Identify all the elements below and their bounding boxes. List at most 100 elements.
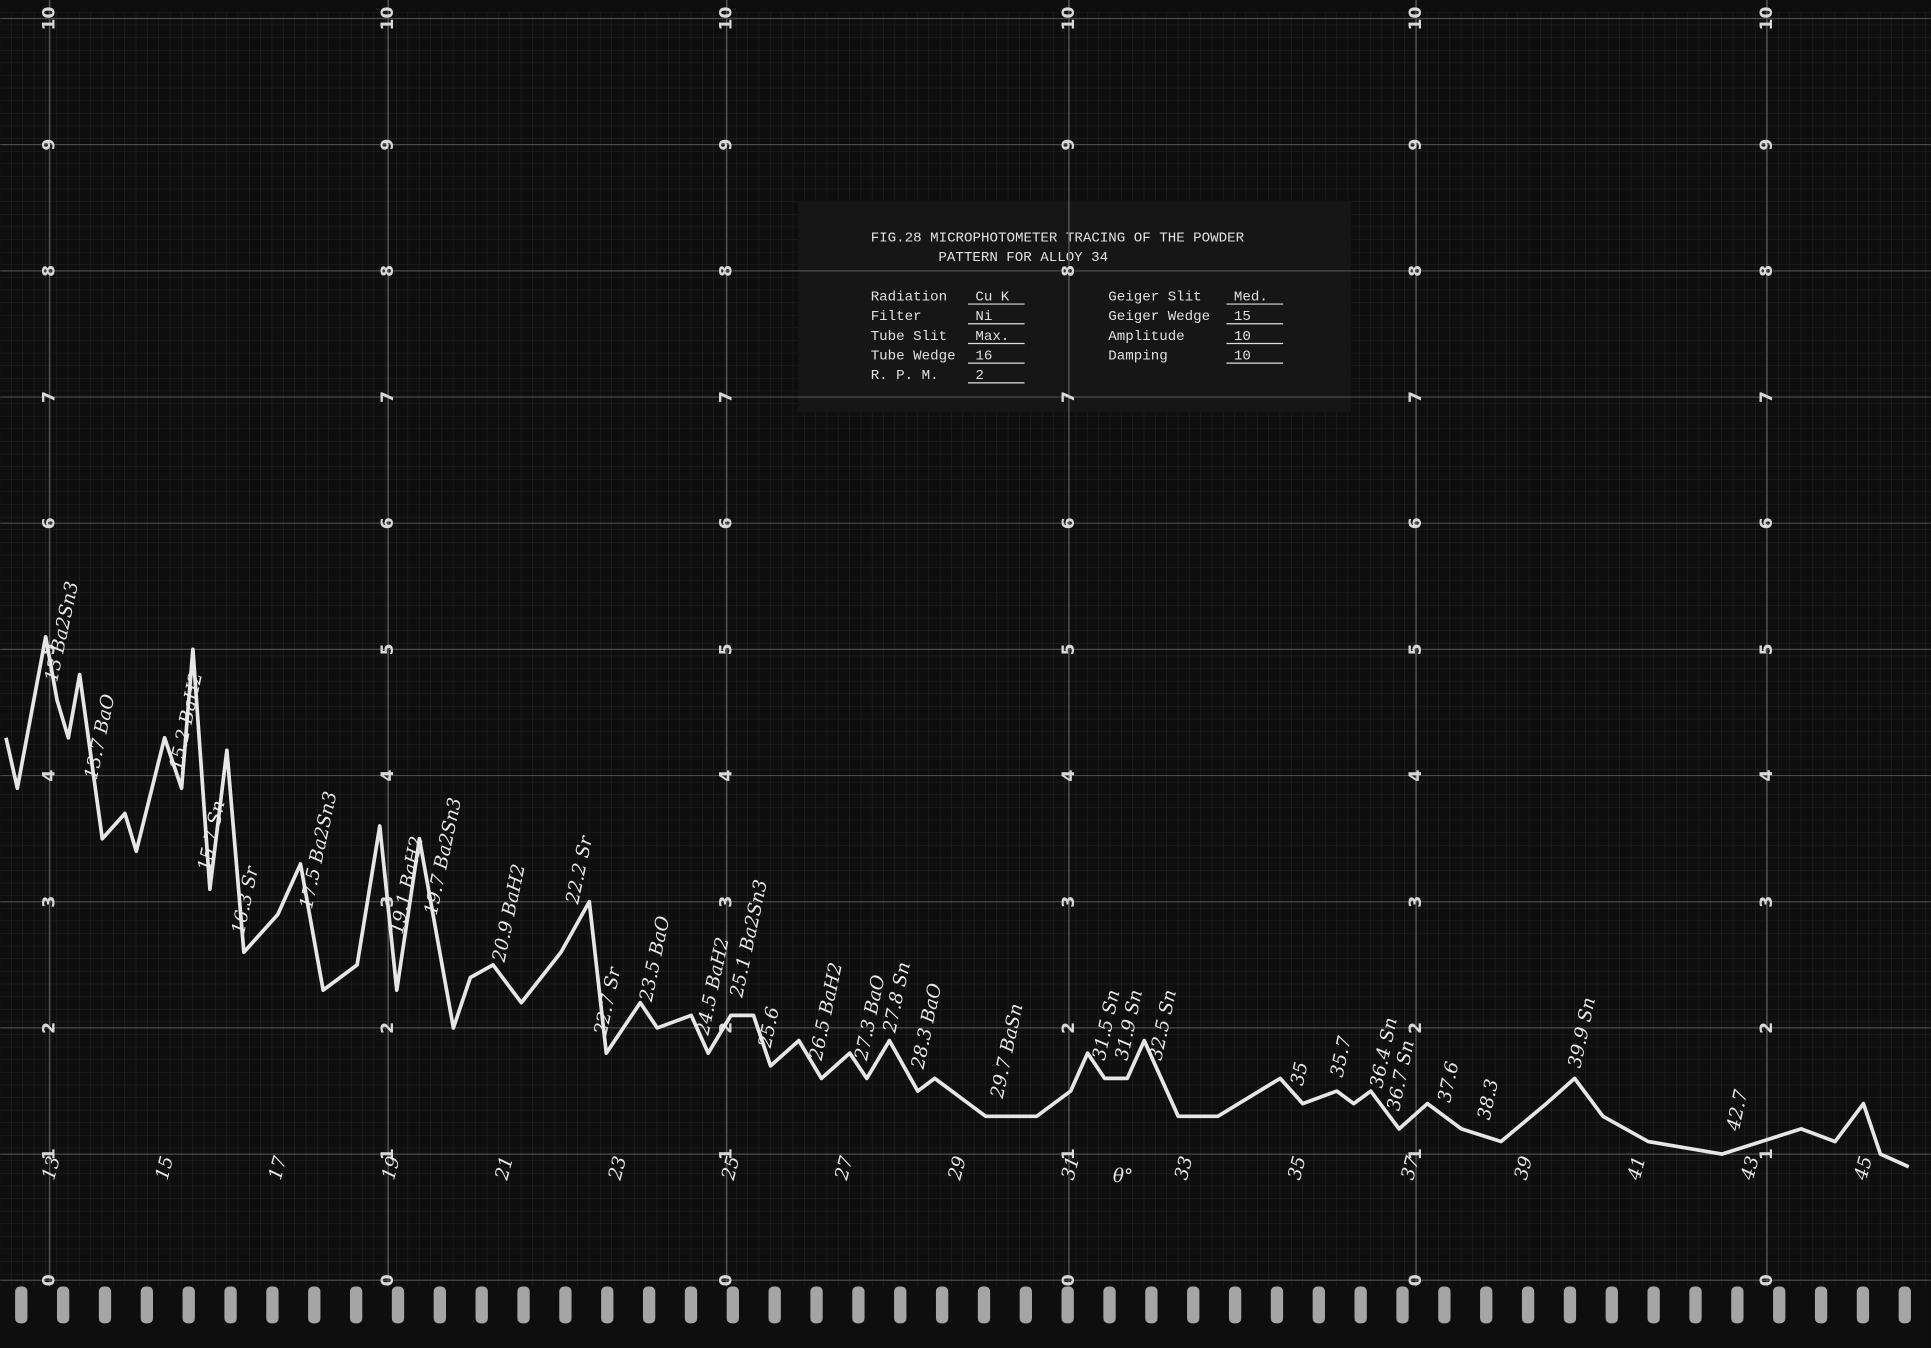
- sprocket-hole: [517, 1286, 529, 1323]
- sprocket-hole: [1396, 1286, 1408, 1323]
- sprocket-hole: [57, 1286, 69, 1323]
- caption-panel: FIG.28 MICROPHOTOMETER TRACING OF THE PO…: [798, 201, 1351, 413]
- y-tick-label: 7: [40, 391, 60, 403]
- y-tick-label: 6: [378, 517, 398, 529]
- y-tick-label: 0: [717, 1274, 737, 1286]
- y-tick-label: 5: [1757, 643, 1777, 655]
- sprocket-hole: [1899, 1286, 1911, 1323]
- y-tick-label: 4: [378, 770, 398, 782]
- sprocket-hole: [1689, 1286, 1701, 1323]
- y-tick-label: 2: [40, 1022, 60, 1034]
- sprocket-hole: [1857, 1286, 1869, 1323]
- y-tick-label: 3: [40, 896, 60, 908]
- y-tick-label: 0: [1406, 1274, 1426, 1286]
- y-tick-label: 3: [717, 896, 737, 908]
- field-name: Amplitude: [1108, 329, 1184, 345]
- field-value: Ni: [975, 309, 992, 325]
- y-tick-label: 9: [40, 139, 60, 151]
- sprocket-hole: [1773, 1286, 1785, 1323]
- y-tick-label: 10: [378, 6, 398, 30]
- field-name: Filter: [871, 309, 922, 325]
- y-tick-label: 9: [717, 139, 737, 151]
- y-tick-label: 4: [1059, 770, 1079, 782]
- sprocket-hole: [266, 1286, 278, 1323]
- y-tick-label: 3: [1059, 896, 1079, 908]
- y-tick-label: 6: [1059, 517, 1079, 529]
- y-tick-label: 4: [40, 770, 60, 782]
- sprocket-hole: [434, 1286, 446, 1323]
- sprocket-hole: [852, 1286, 864, 1323]
- caption-title: FIG.28 MICROPHOTOMETER TRACING OF THE PO…: [871, 230, 1245, 246]
- sprocket-hole: [15, 1286, 27, 1323]
- y-tick-label: 7: [717, 391, 737, 403]
- y-tick-label: 4: [1757, 770, 1777, 782]
- y-tick-label: 8: [717, 265, 737, 277]
- sprocket-hole: [350, 1286, 362, 1323]
- y-tick-label: 6: [40, 517, 60, 529]
- sprocket-hole: [769, 1286, 781, 1323]
- sprocket-hole: [1355, 1286, 1367, 1323]
- sprocket-hole: [1229, 1286, 1241, 1323]
- sprocket-hole: [99, 1286, 111, 1323]
- y-tick-label: 2: [1757, 1022, 1777, 1034]
- y-tick-label: 10: [1757, 6, 1777, 30]
- y-tick-label: 7: [1406, 391, 1426, 403]
- chart: FIG.28 MICROPHOTOMETER TRACING OF THE PO…: [0, 0, 1931, 1348]
- field-value: 10: [1234, 329, 1251, 345]
- y-tick-label: 6: [1406, 517, 1426, 529]
- field-name: R. P. M.: [871, 368, 939, 384]
- field-name: Geiger Wedge: [1108, 309, 1210, 325]
- y-tick-label: 8: [1757, 265, 1777, 277]
- y-tick-label: 0: [1757, 1274, 1777, 1286]
- sprocket-hole: [1187, 1286, 1199, 1323]
- y-tick-label: 8: [378, 265, 398, 277]
- field-name: Tube Slit: [871, 329, 947, 345]
- sprocket-hole: [1815, 1286, 1827, 1323]
- sprocket-hole: [643, 1286, 655, 1323]
- sprocket-hole: [601, 1286, 613, 1323]
- caption-title: PATTERN FOR ALLOY 34: [938, 250, 1108, 266]
- x-axis-label: θ°: [1113, 1166, 1133, 1187]
- y-tick-label: 4: [1406, 770, 1426, 782]
- sprocket-hole: [141, 1286, 153, 1323]
- page: {"chart_data": { "type": "line", "captio…: [0, 0, 1931, 1348]
- sprocket-hole: [727, 1286, 739, 1323]
- sprocket-hole: [308, 1286, 320, 1323]
- y-tick-label: 3: [1757, 896, 1777, 908]
- y-tick-label: 8: [1059, 265, 1079, 277]
- sprocket-hole: [1145, 1286, 1157, 1323]
- y-tick-label: 6: [1757, 517, 1777, 529]
- sprocket-hole: [183, 1286, 195, 1323]
- y-tick-label: 5: [1406, 643, 1426, 655]
- sprocket-hole: [978, 1286, 990, 1323]
- sprocket-hole: [685, 1286, 697, 1323]
- y-tick-label: 10: [1059, 6, 1079, 30]
- y-tick-label: 0: [40, 1274, 60, 1286]
- y-tick-label: 5: [1059, 643, 1079, 655]
- field-value: 10: [1234, 348, 1251, 364]
- y-tick-label: 1: [1757, 1148, 1777, 1160]
- field-value: 15: [1234, 309, 1251, 325]
- y-tick-label: 4: [717, 770, 737, 782]
- field-name: Radiation: [871, 289, 947, 305]
- y-tick-label: 5: [717, 643, 737, 655]
- sprocket-hole: [1020, 1286, 1032, 1323]
- field-name: Geiger Slit: [1108, 289, 1201, 305]
- sprocket-hole: [1731, 1286, 1743, 1323]
- y-tick-label: 3: [1406, 896, 1426, 908]
- sprocket-hole: [810, 1286, 822, 1323]
- y-tick-label: 2: [1406, 1022, 1426, 1034]
- sprocket-hole: [392, 1286, 404, 1323]
- sprocket-hole: [1564, 1286, 1576, 1323]
- sprocket-hole: [1271, 1286, 1283, 1323]
- y-tick-label: 0: [1059, 1274, 1079, 1286]
- sprocket-hole: [1062, 1286, 1074, 1323]
- y-tick-label: 7: [378, 391, 398, 403]
- sprocket-hole: [1606, 1286, 1618, 1323]
- y-tick-label: 9: [1757, 139, 1777, 151]
- sprocket-hole: [1480, 1286, 1492, 1323]
- sprocket-hole: [1103, 1286, 1115, 1323]
- y-tick-label: 2: [378, 1022, 398, 1034]
- y-tick-label: 8: [40, 265, 60, 277]
- field-value: 2: [975, 368, 984, 384]
